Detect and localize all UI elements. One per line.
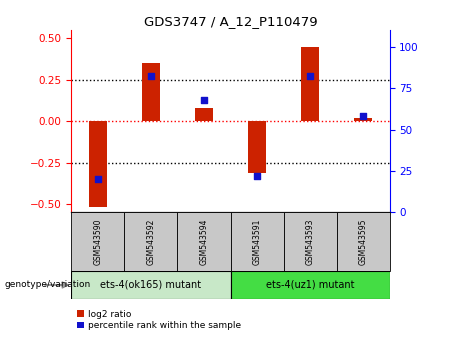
Bar [354, 118, 372, 121]
Point [94, 176, 101, 182]
Text: GSM543592: GSM543592 [147, 218, 155, 265]
Bar [177, 212, 230, 271]
Bar [89, 121, 107, 207]
Bar [71, 212, 124, 271]
Text: genotype/variation: genotype/variation [5, 280, 91, 290]
Point [148, 74, 155, 79]
Bar [71, 271, 230, 299]
Point [359, 113, 366, 119]
Legend: log2 ratio, percentile rank within the sample: log2 ratio, percentile rank within the s… [76, 309, 242, 331]
Title: GDS3747 / A_12_P110479: GDS3747 / A_12_P110479 [144, 15, 317, 28]
Point [254, 173, 261, 179]
Bar [248, 121, 266, 173]
Point [306, 74, 313, 79]
Bar [230, 271, 390, 299]
Bar [284, 212, 337, 271]
Text: GSM543595: GSM543595 [359, 218, 367, 265]
Text: GSM543590: GSM543590 [94, 218, 102, 265]
Text: ets-4(uz1) mutant: ets-4(uz1) mutant [266, 280, 354, 290]
Text: GSM543594: GSM543594 [200, 218, 208, 265]
Text: GSM543593: GSM543593 [306, 218, 314, 265]
Point [200, 97, 207, 103]
Bar [301, 47, 319, 121]
Text: GSM543591: GSM543591 [253, 218, 261, 265]
Bar [124, 212, 177, 271]
Text: ets-4(ok165) mutant: ets-4(ok165) mutant [100, 280, 201, 290]
Bar [337, 212, 390, 271]
Bar [142, 63, 160, 121]
Bar [195, 108, 213, 121]
Bar [230, 212, 284, 271]
